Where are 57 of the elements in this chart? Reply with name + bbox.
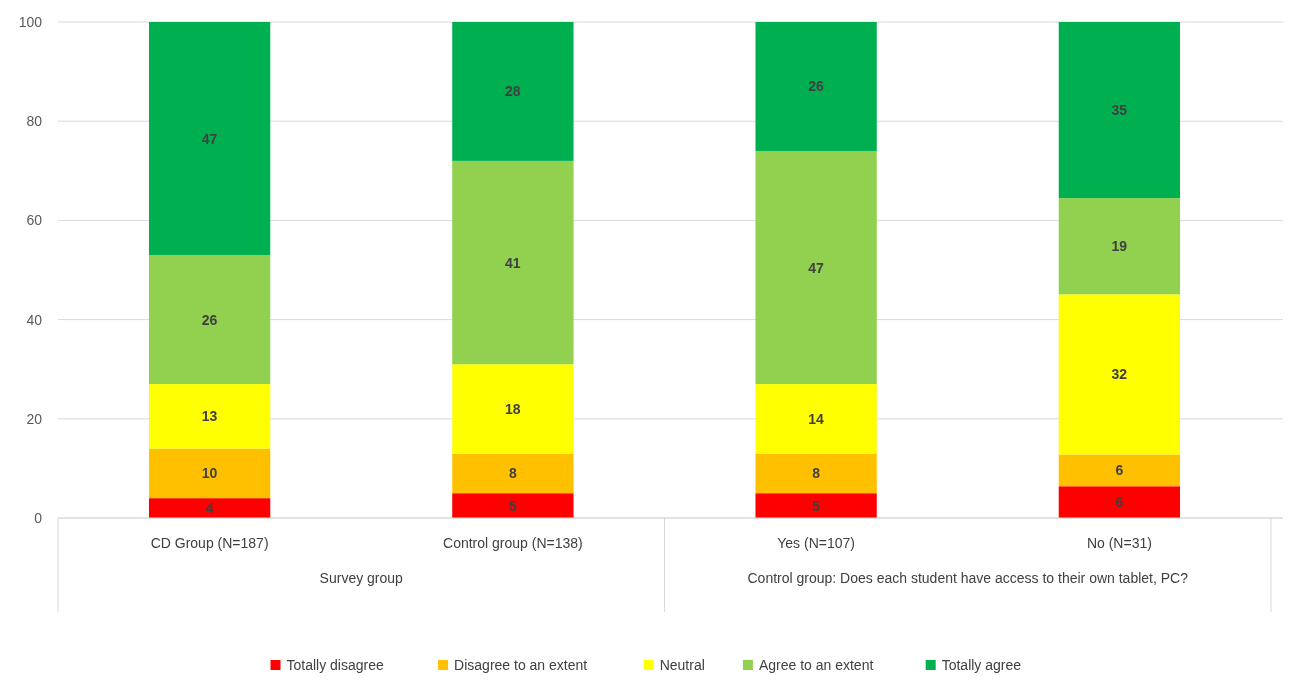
y-tick-label: 60	[26, 212, 43, 229]
data-label: 18	[505, 400, 521, 417]
data-label: 32	[1111, 366, 1128, 383]
y-tick-label: 100	[18, 14, 43, 30]
bar	[148, 22, 271, 256]
bar	[755, 22, 877, 151]
bar	[148, 384, 271, 449]
bar	[1058, 454, 1181, 487]
bar	[452, 453, 574, 494]
data-label: 5	[812, 497, 821, 514]
bar	[755, 150, 877, 385]
data-label: 28	[505, 83, 521, 100]
text: Survey group	[319, 570, 404, 586]
data-label: 19	[1111, 238, 1128, 255]
data-label: 8	[508, 465, 517, 482]
data-label: 10	[201, 465, 218, 482]
legend-label: Totally agree	[941, 657, 1022, 673]
data-label: 47	[201, 130, 218, 147]
bar	[452, 160, 574, 365]
bar	[1058, 22, 1181, 199]
data-label: 47	[808, 259, 825, 276]
bar	[452, 22, 574, 161]
data-label: 35	[1111, 102, 1128, 119]
bar	[1058, 198, 1181, 295]
data-label: 14	[808, 410, 825, 427]
bar	[1058, 486, 1181, 518]
data-label: 5	[508, 497, 517, 514]
data-label: 6	[1115, 462, 1124, 479]
bar	[452, 493, 574, 518]
data-label: 26	[201, 311, 218, 328]
text: Control group: Does each student have access to their own tablet, PC?	[747, 570, 1189, 586]
bar	[452, 364, 574, 454]
data-label: 26	[808, 78, 825, 95]
data-label: 13	[201, 408, 218, 425]
y-tick-label: 40	[26, 311, 43, 328]
bar	[148, 255, 271, 385]
x-tick-label: CD Group (N=187)	[150, 535, 269, 551]
x-tick-label: No (N=31)	[1086, 535, 1152, 551]
legend-label: Disagree to an extent	[454, 657, 588, 673]
y-tick-label: 80	[26, 113, 43, 130]
bar	[755, 453, 877, 494]
data-label: 4	[205, 500, 214, 517]
bar	[148, 448, 271, 499]
legend-label: Neutral	[659, 657, 705, 673]
bar	[755, 493, 877, 518]
bar	[1058, 294, 1181, 455]
x-tick-label: Control group (N=138)	[443, 535, 583, 551]
legend-label: Totally disagree	[286, 657, 384, 673]
bar	[148, 498, 271, 518]
y-tick-label: 20	[26, 410, 43, 427]
data-label: 6	[1115, 494, 1124, 511]
y-tick-label: 0	[34, 510, 43, 526]
data-label: 41	[505, 254, 521, 271]
x-tick-label: Yes (N=107)	[777, 535, 855, 551]
legend-label: Agree to an extent	[758, 657, 874, 673]
bar	[755, 384, 877, 454]
data-label: 8	[812, 465, 821, 482]
